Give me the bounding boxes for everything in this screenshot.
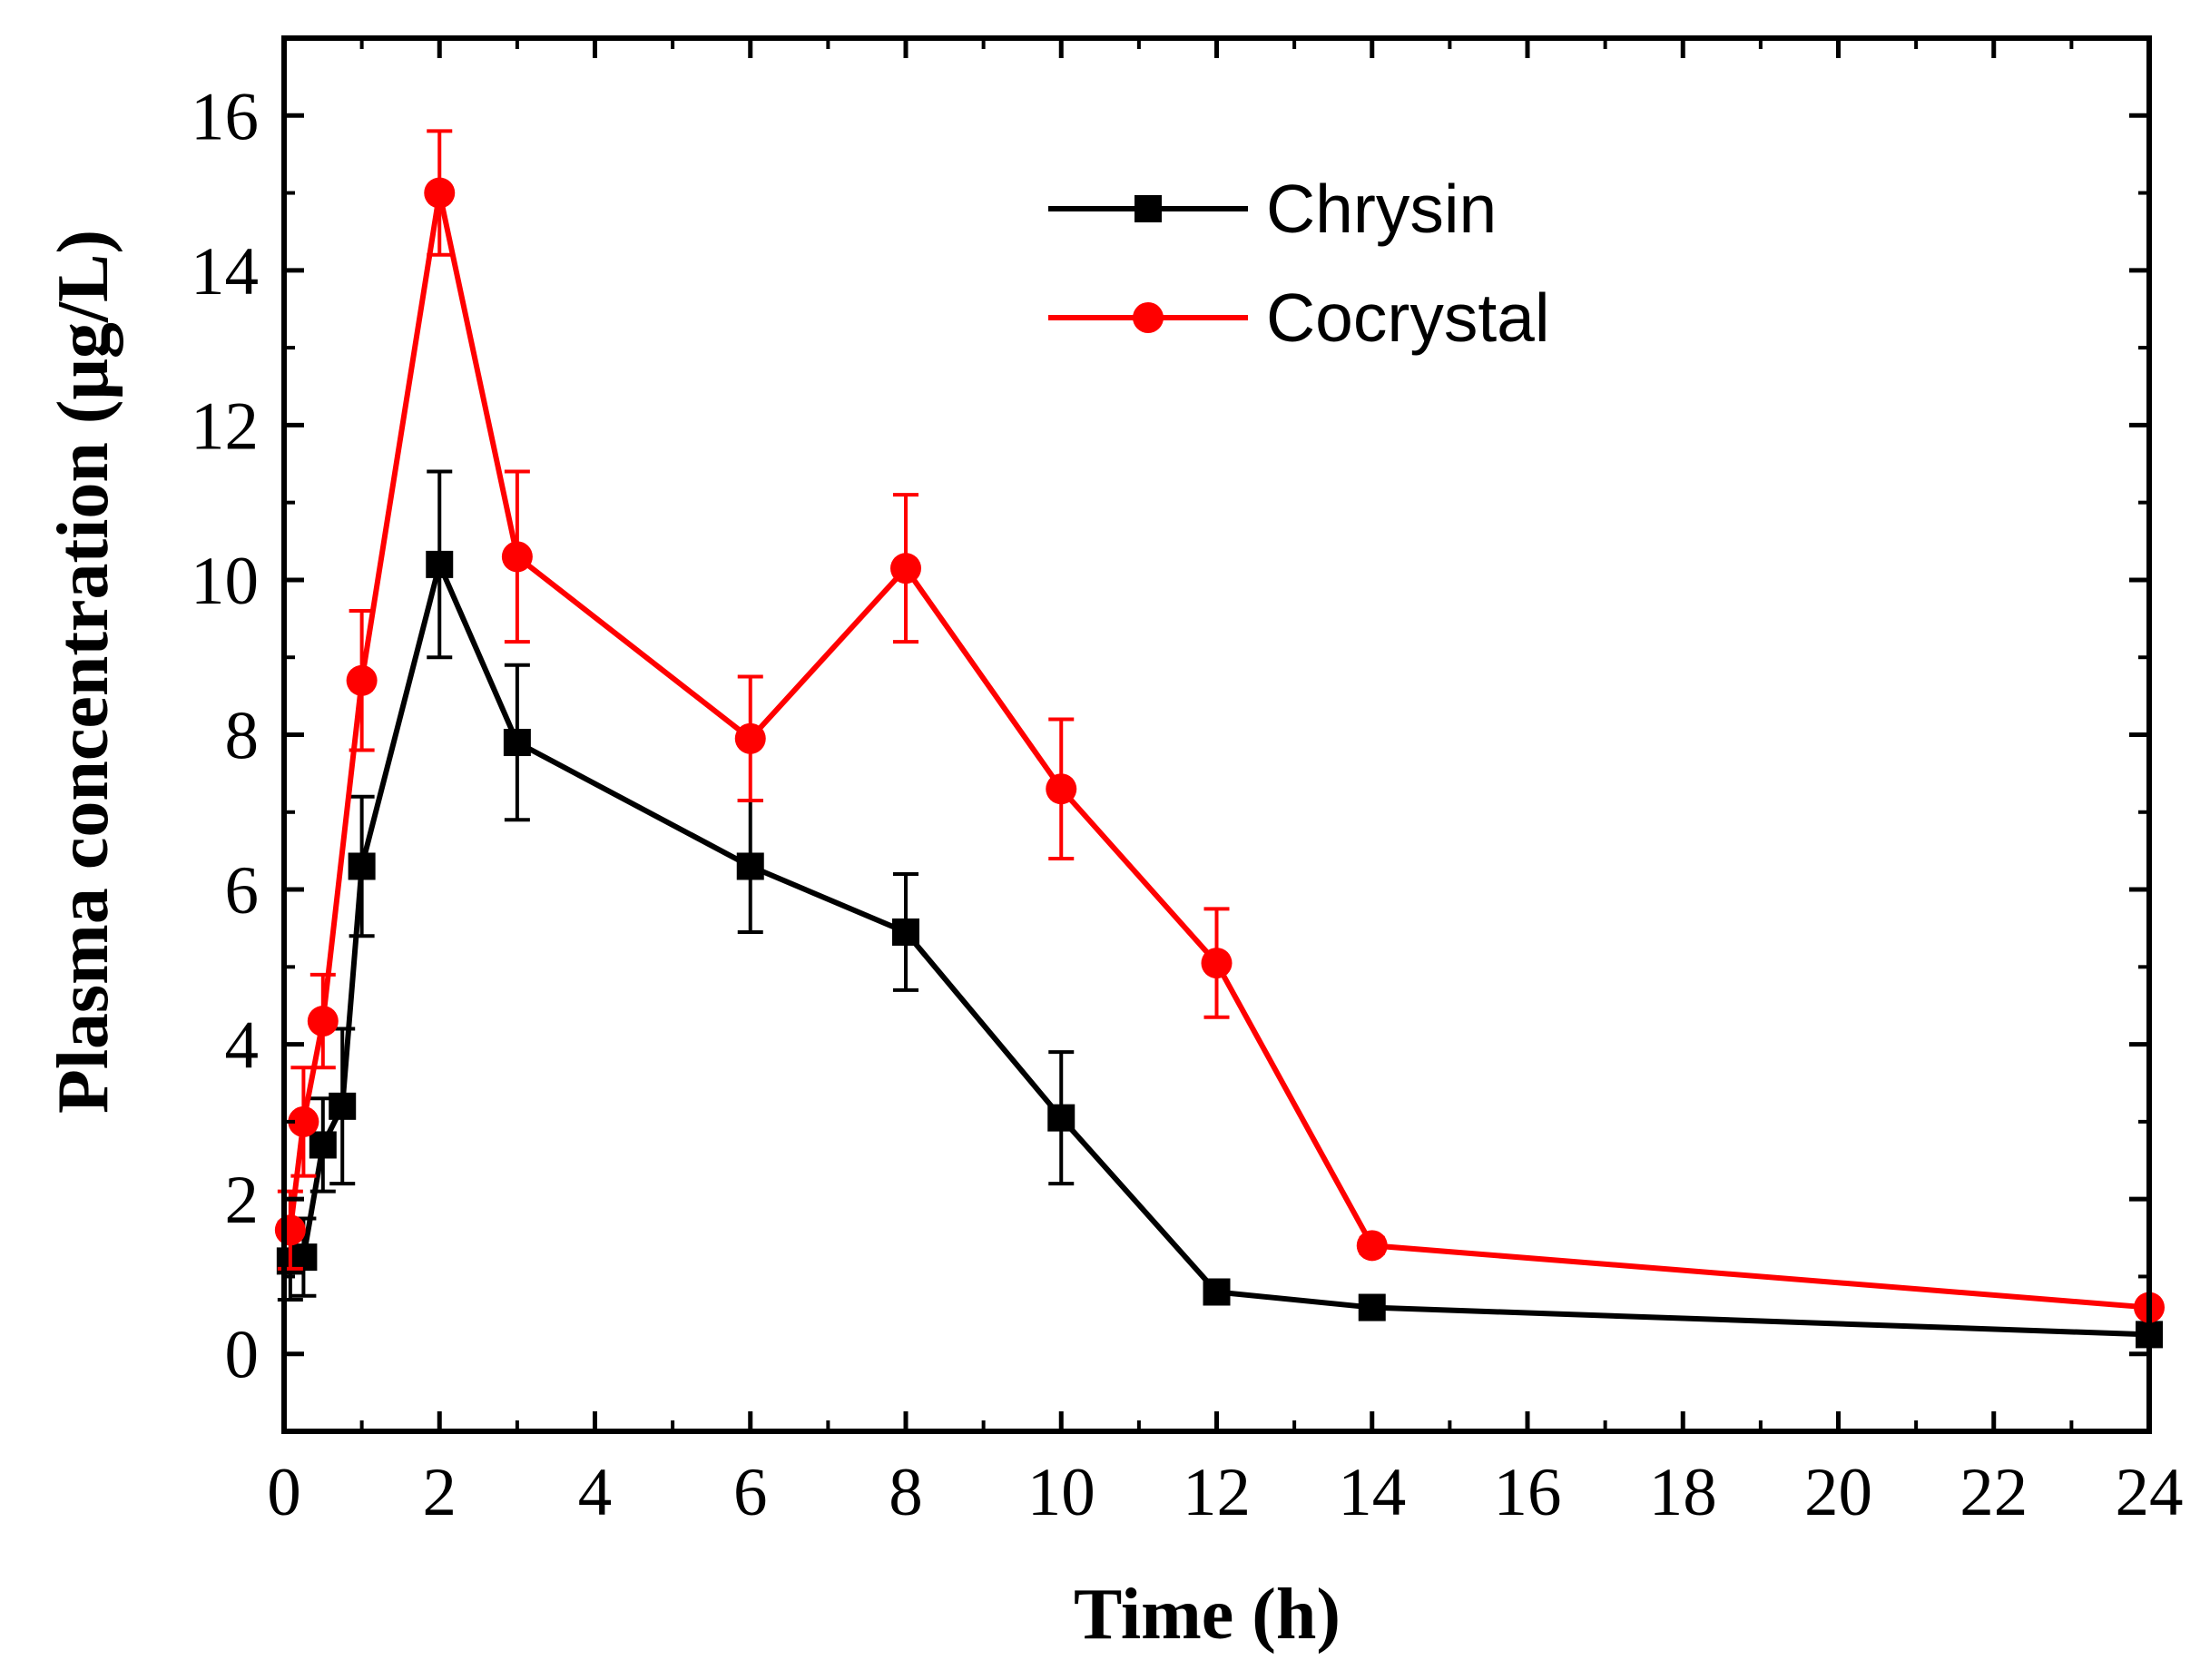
legend-item-cocrystal: Cocrystal [1048,280,1550,356]
x-tick-label: 18 [1649,1455,1717,1530]
x-tick-label: 22 [1960,1455,2028,1530]
series-cocrystal [274,129,2165,1323]
plot-area [274,129,2165,1349]
data-point [290,1243,318,1272]
x-axis-title: Time (h) [1074,1575,1341,1655]
data-point [348,852,376,880]
data-point [892,918,919,946]
data-point [424,177,456,209]
y-tick-label: 10 [191,544,259,619]
legend-item-chrysin: Chrysin [1048,171,1497,247]
data-point [288,1105,319,1137]
data-point [426,550,454,578]
x-tick-label: 6 [733,1455,768,1530]
x-tick-label: 14 [1338,1455,1406,1530]
x-tick-label: 16 [1494,1455,1562,1530]
y-tick-label: 4 [225,1008,260,1084]
y-axis-title: Plasma concentration (μg/L) [44,230,123,1114]
data-point [309,1131,337,1159]
x-tick-label: 10 [1027,1455,1095,1530]
data-point [890,553,921,585]
x-tick-label: 0 [267,1455,301,1530]
data-point [503,729,531,757]
data-point [329,1092,357,1120]
data-point [346,664,378,696]
data-point [1358,1293,1386,1321]
legend-marker [1134,195,1162,222]
y-tick-label: 16 [191,79,259,154]
x-tick-label: 8 [889,1455,923,1530]
data-point [1046,773,1077,805]
data-point [736,852,764,880]
data-point [501,541,533,573]
y-tick-label: 0 [225,1318,260,1393]
series-line [287,190,2150,1311]
series-chrysin [276,469,2163,1349]
data-point [1356,1230,1388,1262]
data-point [1047,1104,1076,1132]
y-tick-label: 8 [225,699,260,774]
y-tick-label: 12 [191,388,259,464]
x-tick-label: 12 [1183,1455,1251,1530]
x-tick-label: 20 [1804,1455,1872,1530]
legend-label: Cocrystal [1266,280,1550,356]
legend: Chrysin Cocrystal [1048,171,1550,356]
data-point [1201,948,1233,979]
data-point [1203,1278,1231,1306]
data-point [734,722,766,754]
legend-label: Chrysin [1266,171,1497,247]
x-tick-label: 2 [423,1455,457,1530]
y-tick-label: 2 [225,1163,260,1238]
y-tick-label: 14 [191,234,259,309]
data-point [307,1006,339,1037]
x-tick-label: 4 [578,1455,613,1530]
data-point [274,1214,306,1246]
legend-marker [1133,302,1164,333]
x-tick-label: 24 [2116,1455,2184,1530]
plot-frame [281,35,2152,1434]
y-tick-label: 6 [225,853,260,928]
